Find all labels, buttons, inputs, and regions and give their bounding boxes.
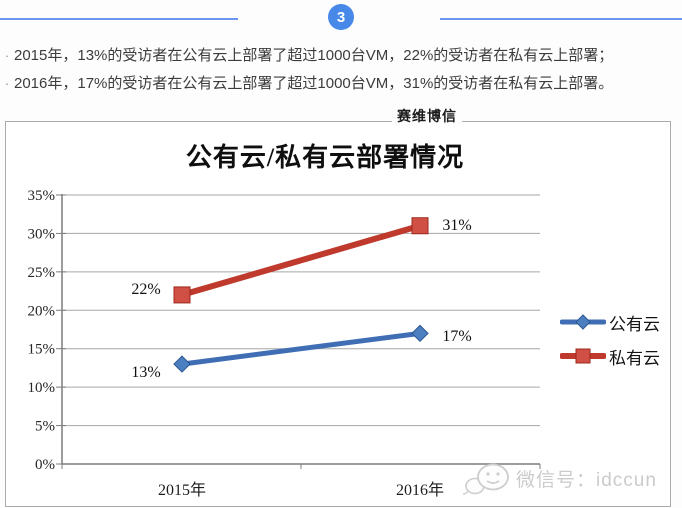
y-tick-label: 10% xyxy=(28,380,56,396)
series-line-public-cloud xyxy=(179,330,423,367)
legend-marker-private-cloud-icon xyxy=(560,348,606,364)
marker-diamond-public-cloud xyxy=(411,324,429,343)
x-category-label: 2016年 xyxy=(396,481,444,499)
y-tick-label: 30% xyxy=(28,226,56,242)
y-tick-label: 0% xyxy=(35,457,55,473)
data-label-public-cloud: 17% xyxy=(442,328,471,345)
bullet-text: 2016年，17%的受访者在公有云上部署了超过1000台VM，31%的受访者在私… xyxy=(14,75,614,92)
y-tick-label: 25% xyxy=(28,265,56,281)
bullet-marker: · xyxy=(4,48,10,63)
wechat-icon xyxy=(462,463,509,495)
bullet-marker: · xyxy=(4,76,10,91)
y-tick-label: 15% xyxy=(28,342,56,358)
header-divider-right xyxy=(440,18,682,20)
data-label-private-cloud: 31% xyxy=(442,217,471,234)
bullet-text: 2015年，13%的受访者在公有云上部署了超过1000台VM，22%的受访者在私… xyxy=(14,47,614,64)
header-divider-left xyxy=(0,18,238,20)
legend-item-public-cloud: 公有云 xyxy=(560,310,660,334)
legend-item-private-cloud: 私有云 xyxy=(560,344,660,368)
legend-label-public-cloud: 公有云 xyxy=(609,314,660,334)
y-tick-label: 35% xyxy=(28,188,56,204)
y-tick-label: 5% xyxy=(35,419,55,435)
data-label-public-cloud: 13% xyxy=(131,364,160,381)
legend-label-private-cloud: 私有云 xyxy=(609,348,660,368)
marker-square-private-cloud xyxy=(411,217,429,235)
bullet-line-2016: · 2016年，17%的受访者在公有云上部署了超过1000台VM，31%的受访者在… xyxy=(0,70,682,98)
section-number: 3 xyxy=(336,8,346,26)
legend-marker-public-cloud-icon xyxy=(560,314,606,330)
brand-label: 赛维博信 xyxy=(392,106,462,126)
watermark: 微信号：idccun xyxy=(462,457,657,499)
bullet-line-2015: · 2015年，13%的受访者在公有云上部署了超过1000台VM，22%的受访者在… xyxy=(0,42,682,70)
y-tick-label: 20% xyxy=(28,303,56,319)
series-line-private-cloud xyxy=(179,222,423,298)
marker-square-private-cloud xyxy=(173,286,191,304)
chart-frame xyxy=(5,121,671,507)
marker-diamond-public-cloud xyxy=(173,355,191,373)
chart-title: 公有云/私有云部署情况 xyxy=(185,143,465,172)
data-label-private-cloud: 22% xyxy=(131,281,160,298)
watermark-text: 微信号：idccun xyxy=(516,469,657,491)
summary-bullets: · 2015年，13%的受访者在公有云上部署了超过1000台VM，22%的受访者在… xyxy=(0,42,682,98)
x-category-label: 2015年 xyxy=(158,481,206,499)
legend: 公有云 私有云 xyxy=(560,310,660,378)
section-number-badge: 3 xyxy=(328,4,354,30)
